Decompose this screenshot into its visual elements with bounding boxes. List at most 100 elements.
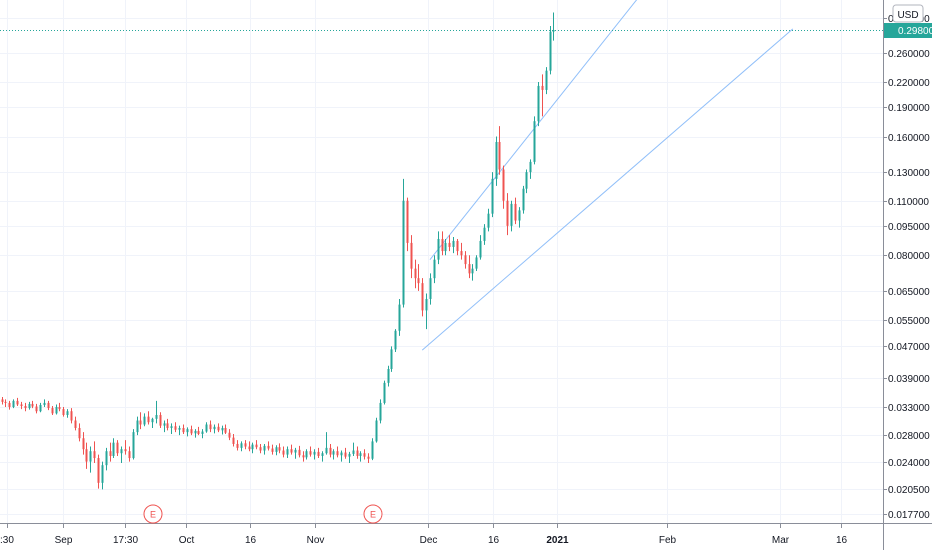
candle-body [24, 405, 27, 409]
candle-body [533, 121, 536, 162]
candle-body [529, 161, 532, 173]
candle-body [217, 426, 220, 431]
candle-body [39, 404, 42, 412]
time-tick-label: 2021 [546, 535, 569, 546]
last-price-tag: 0.298000 [884, 23, 932, 38]
candle-body [70, 411, 73, 421]
candle-body [163, 423, 166, 426]
candle-body [109, 451, 112, 456]
currency-badge[interactable]: USD [892, 4, 924, 23]
candle-body [31, 403, 34, 407]
candle-body [525, 172, 528, 189]
candle-body [16, 400, 19, 405]
time-tick-label: Dec [420, 535, 438, 546]
candle-body [552, 29, 555, 32]
candles [1, 12, 555, 490]
candle-body [491, 178, 494, 214]
time-tick-label: Oct [179, 535, 195, 546]
price-tick-label: 0.047000 [888, 342, 930, 353]
last-price-label: 0.298000 [898, 26, 932, 37]
candle-body [375, 420, 378, 442]
candle-body [514, 203, 517, 221]
candle-body [240, 443, 243, 448]
candle-body [379, 402, 382, 421]
time-tick-label: Feb [659, 535, 677, 546]
price-tick-label: 0.039000 [888, 374, 930, 385]
price-tick-label: 0.130000 [888, 168, 930, 179]
time-tick-label: 16 [245, 535, 257, 546]
trendlines[interactable] [421, 0, 794, 351]
trendline-channel-lower[interactable] [421, 28, 794, 351]
price-tick-label: 0.095000 [888, 222, 930, 233]
candle-body [51, 408, 54, 414]
time-axis[interactable]: :30 Sep 17:30 Oct 16 Nov Dec 16 2021 Feb Mar 16 [0, 524, 847, 546]
candle-body [228, 432, 231, 438]
candle-body [255, 444, 258, 448]
candle-body [387, 368, 390, 383]
candle-body [170, 426, 173, 428]
candle-body [221, 427, 224, 431]
candle-body [460, 251, 463, 256]
candle-body [197, 430, 200, 434]
candle-body [232, 437, 235, 444]
candle-body [456, 240, 459, 252]
price-tick-label: 0.020500 [888, 485, 930, 496]
time-tick-label: 16 [836, 535, 848, 546]
candle-body [132, 432, 135, 459]
candle-body [441, 238, 444, 252]
candle-body [182, 427, 185, 433]
candle-body [302, 455, 305, 458]
candle-body [194, 430, 197, 434]
time-tick-label: 16 [488, 535, 500, 546]
candle-body [116, 442, 119, 454]
candle-body [124, 449, 127, 452]
price-tick-label: 0.055000 [888, 316, 930, 327]
candle-body [537, 85, 540, 122]
candle-body [112, 442, 115, 456]
candle-body [151, 418, 154, 423]
candle-body [47, 402, 50, 409]
candle-body [66, 411, 69, 415]
candle-body [371, 441, 374, 459]
candle-body [367, 456, 370, 459]
candle-body [433, 259, 436, 279]
candle-body [147, 416, 150, 423]
candle-body [487, 213, 490, 228]
earnings-marker[interactable]: E [363, 504, 383, 524]
candle-body [82, 438, 85, 450]
candle-body [394, 330, 397, 350]
candle-body [390, 349, 393, 369]
time-tick-label: :30 [0, 535, 14, 546]
earnings-marker[interactable]: E [143, 504, 163, 524]
time-tick-label: Mar [772, 535, 790, 546]
candle-body [406, 200, 409, 243]
candle-body [348, 453, 351, 457]
candle-body [4, 401, 7, 403]
price-tick-label: 0.160000 [888, 133, 930, 144]
candle-body [429, 278, 432, 299]
price-axis[interactable]: 0.3200000.2600000.2200000.1900000.160000… [883, 14, 930, 521]
candle-body [495, 141, 498, 179]
candle-body [421, 283, 424, 311]
price-tick-label: 0.080000 [888, 251, 930, 262]
candle-body [317, 451, 320, 456]
candle-body [174, 426, 177, 430]
candle-body [479, 240, 482, 258]
candle-body [93, 451, 96, 459]
candle-body [545, 70, 548, 90]
candle-body [105, 451, 108, 466]
candle-body [502, 169, 505, 201]
candle-body [475, 257, 478, 269]
candle-body [62, 409, 65, 415]
candle-body [329, 447, 332, 455]
candle-body [309, 451, 312, 455]
candle-body [383, 382, 386, 403]
candle-body [363, 453, 366, 457]
price-tick-label: 0.110000 [888, 197, 929, 208]
candle-body [444, 242, 447, 252]
candle-body [468, 264, 471, 274]
candle-body [224, 427, 227, 433]
